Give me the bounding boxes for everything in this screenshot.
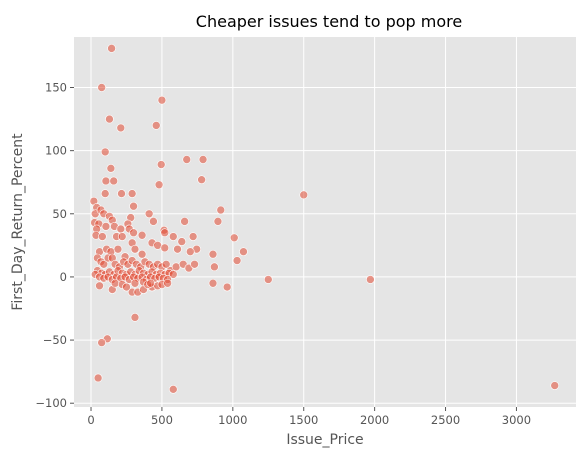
scatter-point bbox=[109, 176, 119, 186]
scatter-point bbox=[208, 278, 218, 288]
scatter-point bbox=[93, 373, 103, 383]
scatter-point bbox=[127, 189, 137, 198]
x-tick-label: 2500 bbox=[431, 413, 460, 427]
scatter-point bbox=[116, 123, 126, 133]
scatter-point bbox=[101, 176, 111, 186]
scatter-point bbox=[263, 275, 273, 284]
scatter-point bbox=[99, 260, 109, 269]
gridlines bbox=[74, 37, 576, 407]
scatter-point bbox=[107, 44, 116, 53]
scatter-point bbox=[198, 155, 208, 164]
scatter-point bbox=[130, 313, 140, 322]
scatter-point bbox=[116, 224, 126, 234]
x-tick-label: 1000 bbox=[218, 413, 247, 427]
scatter-point bbox=[110, 278, 120, 288]
scatter-point bbox=[160, 228, 170, 238]
scatter-point bbox=[149, 217, 158, 226]
scatter-point bbox=[151, 121, 161, 130]
x-tick-label: 0 bbox=[87, 413, 94, 427]
scatter-point bbox=[366, 275, 375, 284]
scatter-point bbox=[105, 114, 114, 124]
scatter-point bbox=[232, 256, 242, 265]
x-tick-label: 500 bbox=[151, 413, 173, 427]
chart-title: Cheaper issues tend to pop more bbox=[196, 12, 462, 31]
scatter-point bbox=[117, 232, 127, 241]
scatter-point bbox=[97, 83, 106, 92]
scatter-point bbox=[197, 175, 206, 184]
scatter-point bbox=[180, 217, 189, 226]
scatter-point bbox=[106, 164, 116, 173]
y-tick-label: 100 bbox=[45, 144, 67, 158]
scatter-point bbox=[100, 147, 110, 157]
scatter-point bbox=[182, 155, 192, 164]
y-axis-label: First_Day_Return_Percent bbox=[10, 133, 26, 311]
scatter-point bbox=[216, 205, 226, 215]
y-axis: −100 −50 0 50 100 150 bbox=[35, 81, 74, 410]
data-points bbox=[89, 44, 560, 394]
scatter-point bbox=[137, 230, 147, 240]
scatter-point bbox=[190, 260, 199, 269]
scatter-point bbox=[130, 278, 140, 288]
scatter-point bbox=[168, 270, 178, 279]
y-tick-label: 50 bbox=[52, 207, 67, 221]
x-axis-label: Issue_Price bbox=[286, 432, 363, 448]
scatter-point bbox=[98, 232, 107, 241]
x-axis: 0 500 1000 1500 2000 2500 3000 bbox=[87, 407, 531, 427]
scatter-point bbox=[117, 189, 126, 198]
scatter-point bbox=[210, 262, 219, 272]
scatter-point bbox=[101, 222, 111, 231]
scatter-point bbox=[113, 244, 123, 254]
scatter-point bbox=[177, 237, 187, 246]
scatter-point bbox=[163, 278, 172, 288]
scatter-point bbox=[188, 232, 198, 241]
scatter-point bbox=[173, 244, 182, 254]
scatter-point bbox=[95, 281, 104, 291]
scatter-point bbox=[157, 95, 167, 105]
y-tick-label: 0 bbox=[60, 270, 67, 284]
x-tick-label: 1500 bbox=[289, 413, 318, 427]
scatter-point bbox=[146, 278, 155, 288]
scatter-point bbox=[161, 260, 171, 269]
scatter-point bbox=[550, 381, 560, 390]
scatter-point bbox=[229, 233, 239, 243]
scatter-point bbox=[168, 385, 178, 394]
scatter-point bbox=[154, 180, 164, 190]
scatter-point bbox=[299, 190, 309, 200]
scatter-point bbox=[160, 243, 170, 253]
scatter-point bbox=[130, 244, 140, 254]
scatter-point bbox=[213, 217, 223, 226]
y-tick-label: −100 bbox=[35, 396, 67, 410]
scatter-point bbox=[144, 209, 154, 219]
scatter-point bbox=[239, 247, 248, 256]
y-tick-label: 150 bbox=[45, 81, 67, 95]
scatter-point bbox=[137, 249, 147, 259]
y-tick-label: −50 bbox=[43, 333, 67, 347]
scatter-point bbox=[185, 247, 195, 256]
plot-area bbox=[74, 37, 576, 407]
scatter-point bbox=[208, 249, 218, 259]
x-tick-label: 3000 bbox=[502, 413, 531, 427]
scatter-point bbox=[129, 201, 138, 211]
scatter-point bbox=[97, 338, 106, 347]
scatter-point bbox=[222, 282, 232, 292]
scatter-point bbox=[168, 232, 178, 241]
scatter-point bbox=[156, 160, 166, 169]
x-tick-label: 2000 bbox=[360, 413, 389, 427]
scatter-point bbox=[122, 282, 131, 292]
scatter-point bbox=[100, 189, 110, 198]
scatter-point bbox=[129, 228, 138, 238]
